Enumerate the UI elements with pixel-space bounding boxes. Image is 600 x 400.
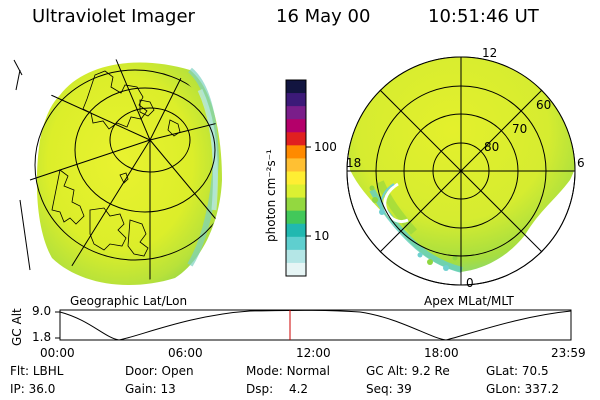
status-ip: IP: 36.0 [10,382,56,396]
mlat-label-80: 80 [484,140,500,154]
colorbar-segment [286,249,306,264]
colorbar-segment [286,145,306,159]
geographic-caption: Geographic Lat/Lon [70,294,188,308]
colorbar-unit-label: photon cm⁻²s⁻¹ [264,149,278,242]
xtick-1200: 12:00 [296,346,331,360]
altitude-ytick-bottom: 1.8 [32,330,52,344]
colorbar-segment [286,236,306,251]
colorbar-segment [286,210,306,225]
time-label: 10:51:46 UT [428,6,539,27]
status-door: Door: Open [125,364,194,378]
colorbar-segment [286,158,306,172]
mlt-label-12: 12 [482,46,498,60]
date-label: 16 May 00 [276,6,371,27]
status-glat: GLat: 70.5 [486,364,549,378]
altitude-ylabel: GC Alt [10,308,24,346]
mlt-label-6: 6 [577,156,585,170]
colorbar-segment [286,184,306,199]
altitude-curve [59,309,572,341]
mlat-label-70: 70 [512,122,528,136]
status-gain: Gain: 13 [125,382,176,396]
status-glon: GLon: 337.2 [486,382,559,396]
altitude-plot [55,309,572,341]
colorbar-segment [286,119,306,133]
colorbar-tick-10: 10 [314,229,330,243]
xtick-0600: 06:00 [168,346,203,360]
mlat-mlt-polar-plot [346,56,576,286]
apex-caption: Apex MLat/MLT [424,294,514,308]
xtick-1800: 18:00 [424,346,459,360]
status-mode: Mode: Normal [246,364,330,378]
status-flt: Flt: LBHL [10,364,64,378]
colorbar-segment [286,197,306,212]
instrument-title: Ultraviolet Imager [32,6,195,27]
xtick-0000: 00:00 [40,346,75,360]
altitude-ytick-top: 9.0 [32,304,52,318]
colorbar-segment [286,171,306,186]
status-seq: Seq: 39 [366,382,412,396]
colorbar-segment [286,223,306,238]
colorbar-segment [286,80,306,94]
colorbar [285,79,311,277]
colorbar-segment [286,106,306,120]
status-gc-alt: GC Alt: 9.2 Re [366,364,450,378]
mlt-label-0: 0 [466,276,474,290]
colorbar-segment [286,93,306,107]
xtick-2359: 23:59 [551,346,586,360]
mlat-label-60: 60 [536,98,552,112]
status-dsp: Dsp: 4.2 [246,382,309,396]
geographic-earth-view [13,59,225,286]
colorbar-segment [286,132,306,146]
colorbar-tick-100: 100 [314,140,337,154]
mlt-label-18: 18 [346,156,362,170]
colorbar-segment [286,262,306,277]
